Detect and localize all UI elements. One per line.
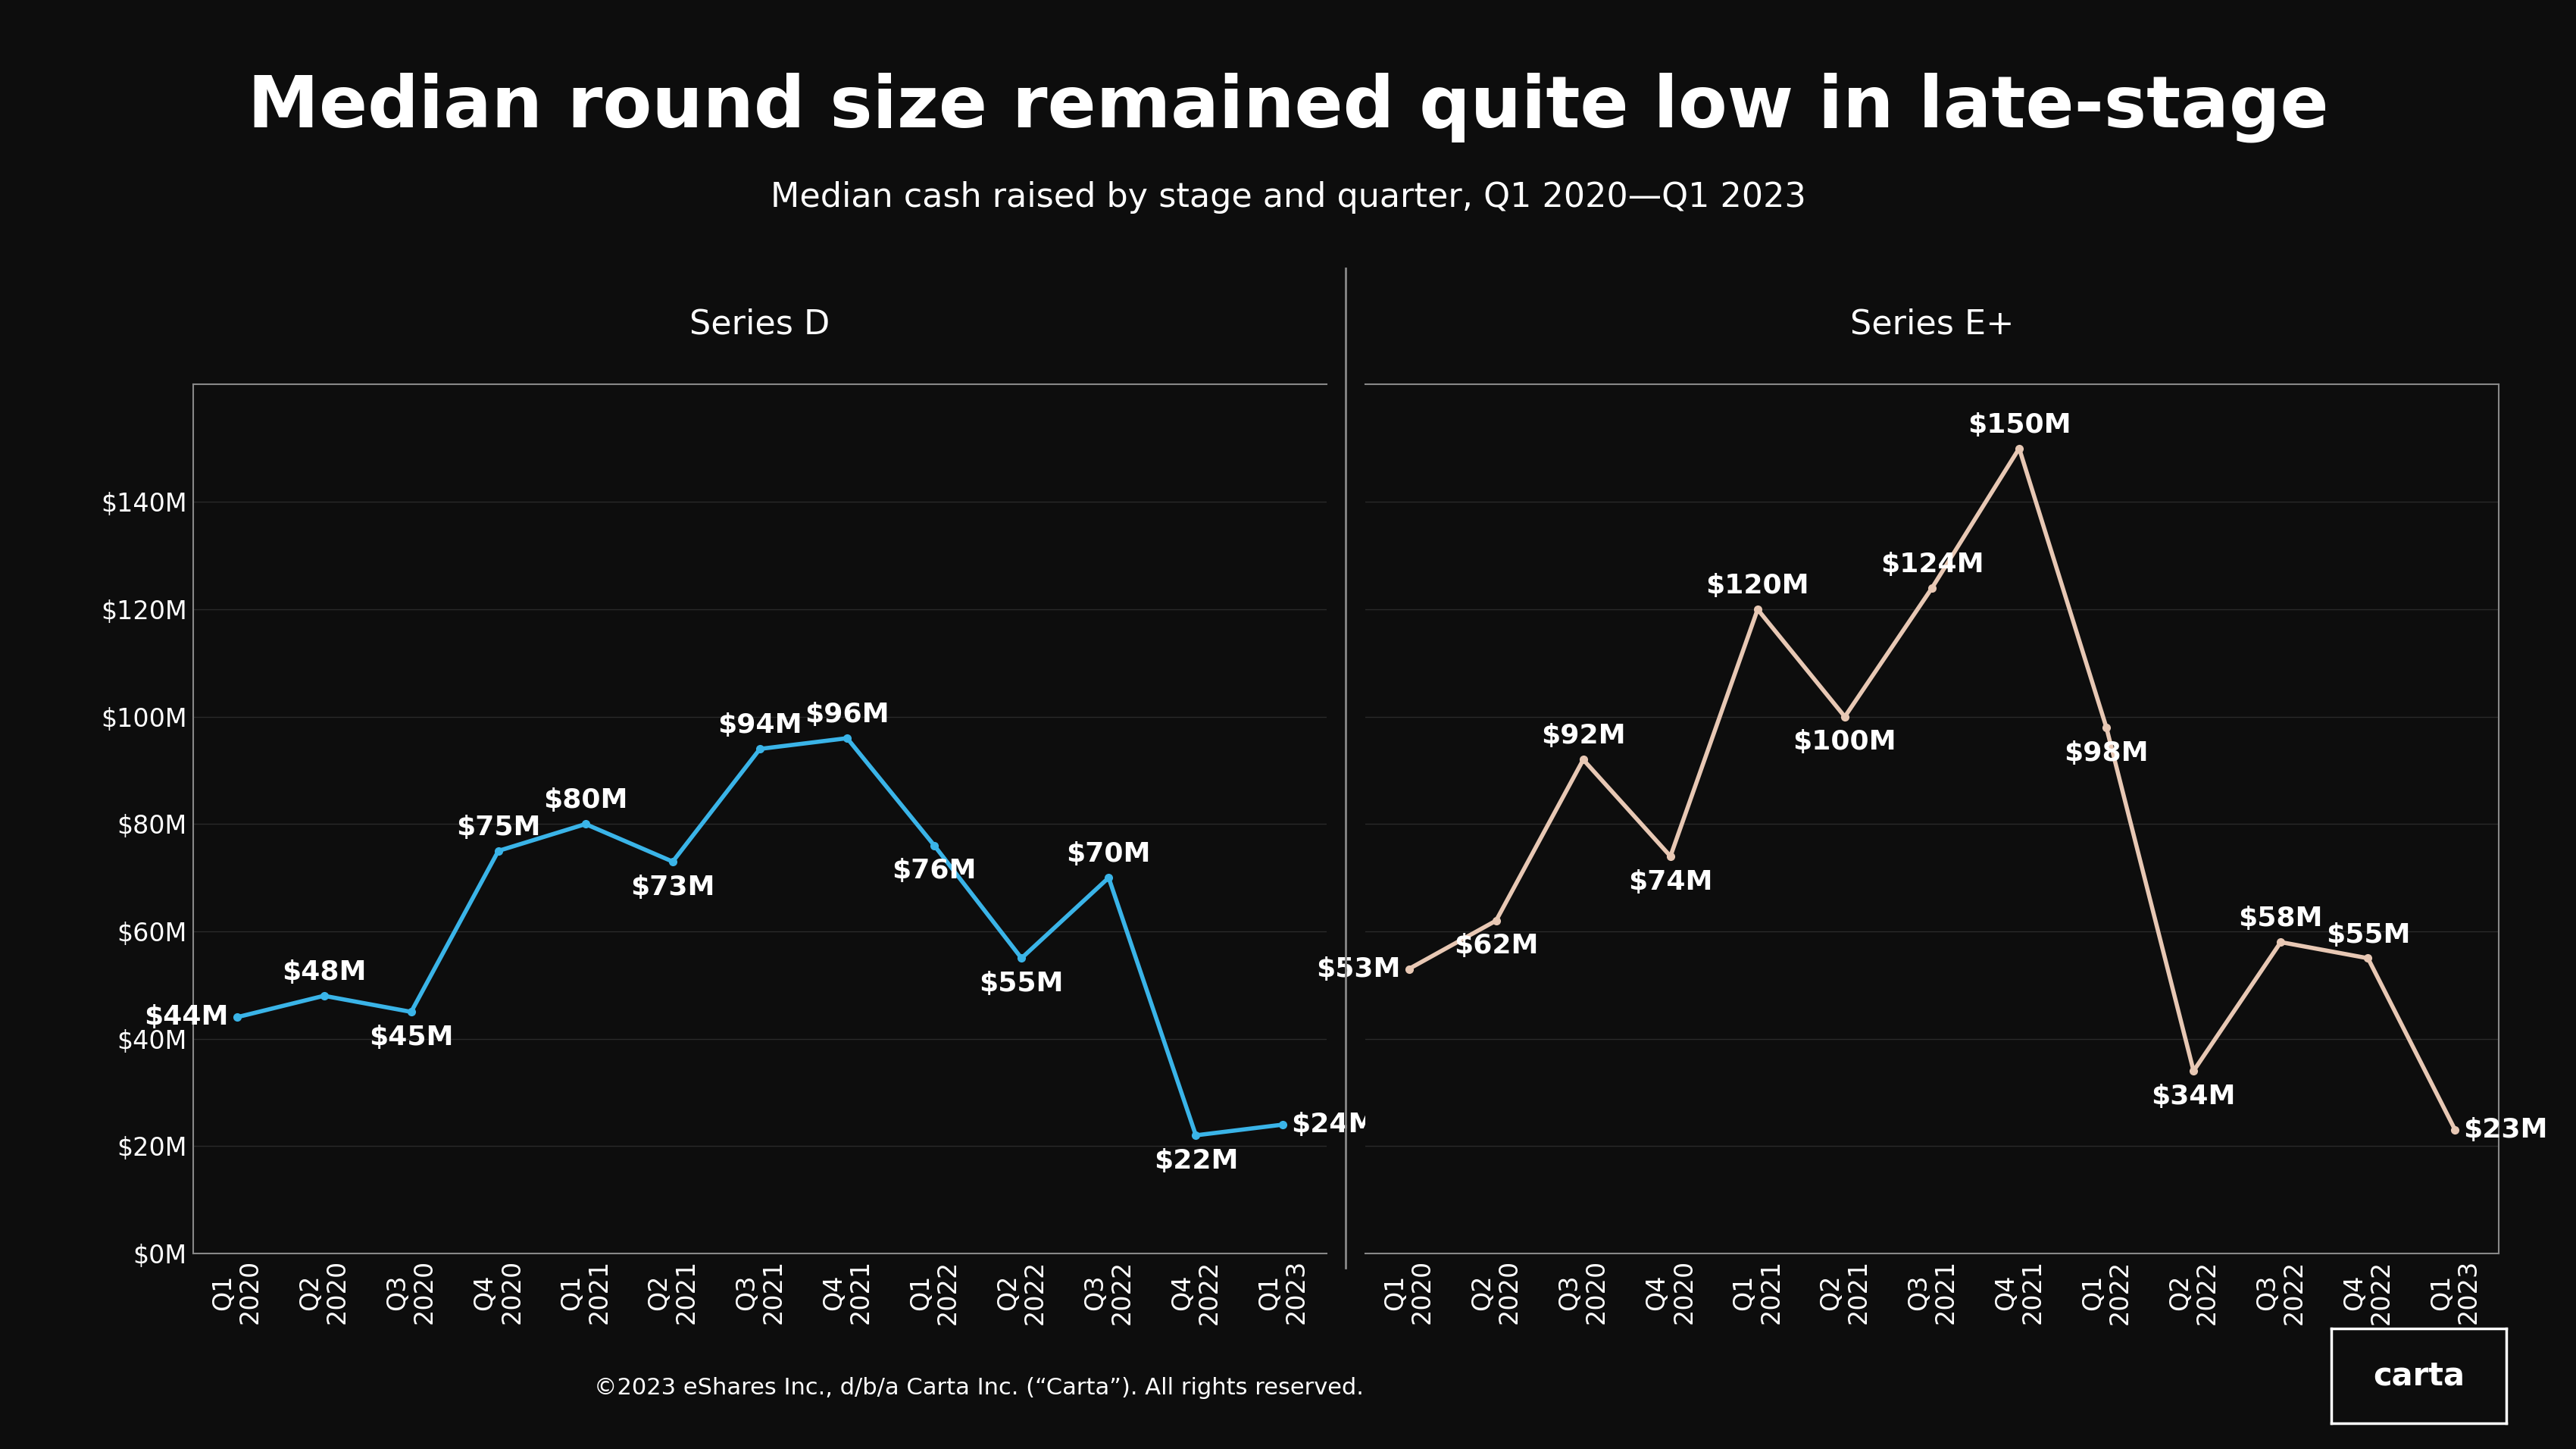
Text: $55M: $55M — [979, 971, 1064, 997]
Text: $62M: $62M — [1453, 933, 1538, 959]
Text: Series D: Series D — [690, 309, 829, 341]
Text: $34M: $34M — [2151, 1084, 2236, 1110]
Text: Median round size remained quite low in late-stage: Median round size remained quite low in … — [247, 72, 2329, 142]
Text: $76M: $76M — [891, 858, 976, 884]
Text: Series E+: Series E+ — [1850, 309, 2014, 341]
Text: $58M: $58M — [2239, 906, 2324, 932]
Text: $120M: $120M — [1705, 574, 1808, 598]
Text: $23M: $23M — [2463, 1117, 2548, 1143]
Text: $45M: $45M — [368, 1024, 453, 1051]
Text: $73M: $73M — [631, 874, 716, 900]
Text: $55M: $55M — [2326, 922, 2411, 948]
Text: $124M: $124M — [1880, 552, 1984, 577]
Text: $53M: $53M — [1316, 956, 1401, 982]
Text: $24M: $24M — [1291, 1111, 1376, 1137]
Text: $150M: $150M — [1968, 412, 2071, 438]
Text: $48M: $48M — [281, 959, 366, 985]
Text: ©2023 eShares Inc., d/b/a Carta Inc. (“Carta”). All rights reserved.: ©2023 eShares Inc., d/b/a Carta Inc. (“C… — [595, 1377, 1363, 1400]
Text: $22M: $22M — [1154, 1148, 1239, 1174]
Text: $74M: $74M — [1628, 869, 1713, 894]
Text: $96M: $96M — [804, 701, 889, 727]
Text: $94M: $94M — [719, 713, 801, 739]
Text: $75M: $75M — [456, 814, 541, 840]
Text: $98M: $98M — [2063, 740, 2148, 767]
Text: $100M: $100M — [1793, 729, 1896, 755]
Text: $80M: $80M — [544, 788, 629, 813]
Text: carta: carta — [2372, 1361, 2465, 1391]
Text: $92M: $92M — [1540, 723, 1625, 749]
Text: Median cash raised by stage and quarter, Q1 2020—Q1 2023: Median cash raised by stage and quarter,… — [770, 181, 1806, 213]
Text: $44M: $44M — [144, 1004, 229, 1030]
Text: $70M: $70M — [1066, 842, 1151, 867]
